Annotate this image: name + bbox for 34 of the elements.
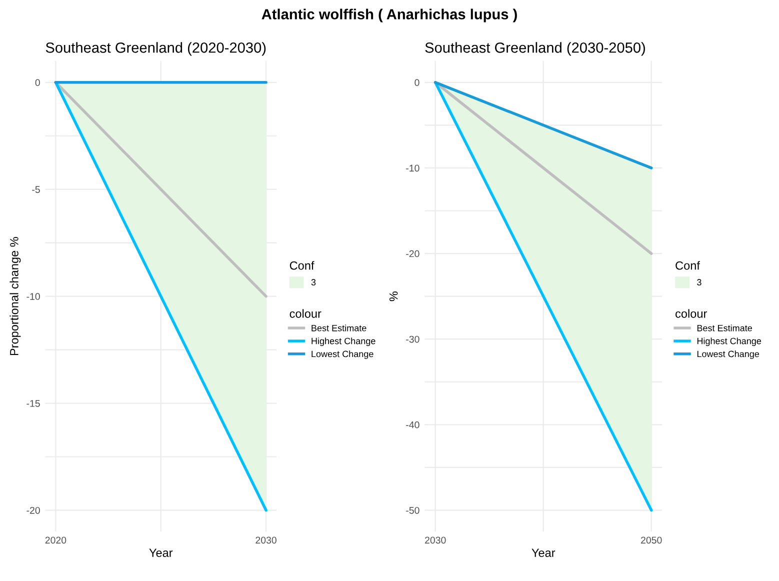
- y-tick-label: -15: [26, 400, 40, 407]
- y-tick-label: -20: [26, 506, 40, 514]
- legend-label: Highest Change: [697, 338, 762, 346]
- legend-label: Highest Change: [312, 338, 376, 346]
- y-tick-label: 0: [35, 79, 40, 86]
- y-tick-label: -5: [32, 186, 40, 193]
- text: 3: [697, 279, 702, 286]
- legend-label: Lowest Change: [312, 350, 374, 359]
- legend-label: Best Estimate: [312, 324, 366, 332]
- y-tick-label: -50: [406, 506, 420, 514]
- x-tick-label: 2050: [641, 536, 662, 544]
- text: colour: [676, 309, 707, 318]
- text: colour: [290, 309, 322, 318]
- y-axis-title: Proportional change %: [10, 237, 21, 356]
- text: Atlantic wolffish ( Anarhichas lupus ): [262, 8, 517, 22]
- text: Conf: [676, 261, 700, 270]
- y-axis-title: %: [389, 291, 398, 302]
- y-tick-label: -20: [406, 250, 420, 258]
- text: 3: [311, 279, 316, 286]
- y-tick-label: -10: [406, 164, 420, 172]
- y-tick-label: -30: [406, 336, 420, 343]
- x-tick-label: 2030: [425, 536, 446, 544]
- y-tick-label: 0: [414, 79, 420, 86]
- chart-title: Southeast Greenland (2030-2050): [425, 42, 645, 56]
- chart-title: Southeast Greenland (2020-2030): [46, 42, 266, 56]
- x-tick-label: 2030: [256, 536, 276, 544]
- x-axis-title: Year: [532, 548, 556, 557]
- text: Conf: [290, 261, 314, 270]
- y-tick-label: -10: [26, 293, 40, 300]
- x-tick-label: 2020: [45, 536, 66, 544]
- legend-label: Best Estimate: [697, 324, 752, 332]
- y-tick-label: -40: [406, 421, 420, 428]
- legend-label: Lowest Change: [697, 350, 760, 359]
- x-axis-title: Year: [149, 548, 173, 557]
